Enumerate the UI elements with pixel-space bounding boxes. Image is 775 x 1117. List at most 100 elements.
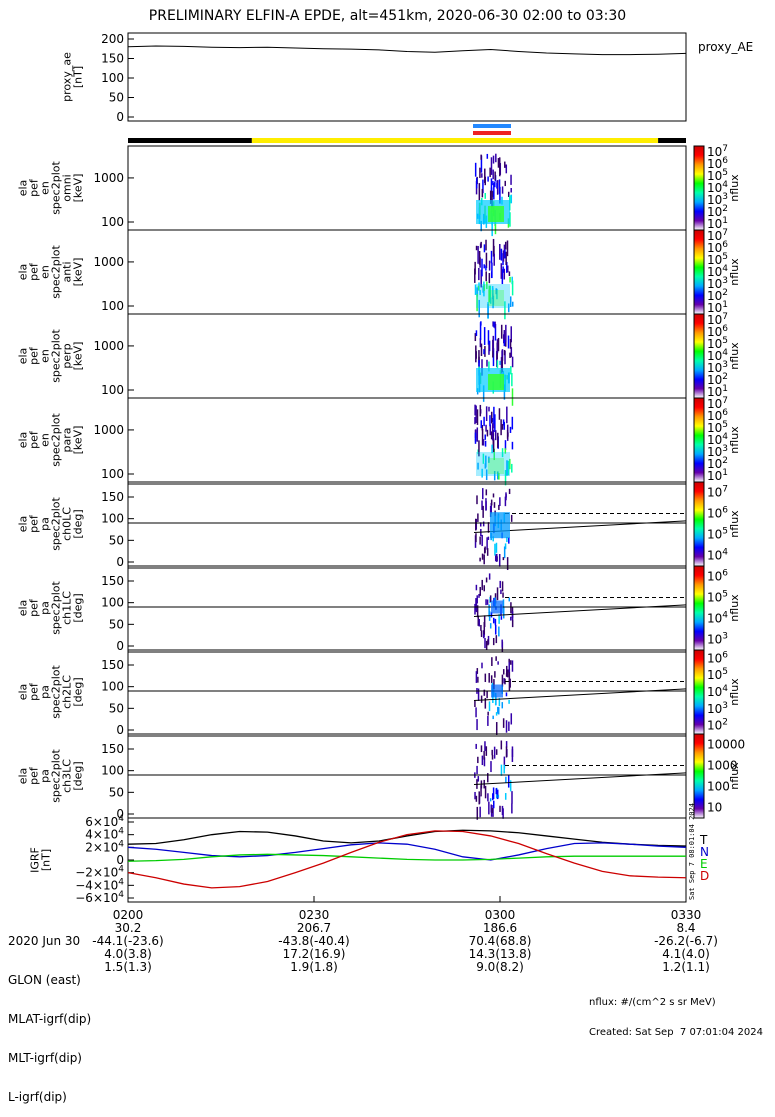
pa-ch2-datum: [509, 678, 511, 688]
side-stamp: Sat Sep 7 08:01:04 2024: [688, 803, 696, 900]
pa-ch0-datum: [487, 536, 490, 540]
spec-anti-ylabel-line: spec2plot: [50, 245, 63, 299]
igrf-ytick-label: −6×104: [75, 890, 124, 905]
pa-ch0-datum: [494, 553, 497, 562]
pa-ch2-datum: [495, 722, 498, 736]
pa-ch2-datum: [505, 692, 508, 697]
pa-ch1-datum: [492, 638, 495, 646]
pa-ch3-datum: [475, 795, 478, 802]
pa-ch1-cb-title-g: nflux: [728, 594, 741, 622]
pa-ch2-datum: [492, 692, 494, 703]
pa-ch1-datum: [502, 607, 505, 619]
pa-ch1-ylabel-line: pa: [39, 601, 52, 615]
spec-anti-datum: [479, 289, 481, 295]
igrf-legend-N: N: [700, 845, 709, 859]
pa-ch1-datum: [502, 592, 504, 598]
pa-ch2-datum: [484, 698, 487, 709]
pa-ch2-ylabel-line: ch2LC: [61, 675, 74, 709]
pa-ch1-cb-title: nflux: [728, 594, 741, 622]
pa-ch1-datum: [501, 639, 503, 648]
spec-perp-datum: [510, 366, 512, 375]
pa-ch1-datum: [487, 639, 489, 646]
spec-anti-datum: [485, 252, 488, 269]
pa-ch1-datum: [488, 573, 491, 580]
footer-times-value: 0230: [298, 908, 330, 922]
spec-anti-cb-tick: 107: [707, 228, 728, 243]
created-stamp: Created: Sat Sep 7 07:01:04 2024: [589, 1027, 763, 1038]
pa-ch0-ytick-label: 50: [109, 533, 124, 547]
spec-omni-datum: [501, 186, 504, 194]
units-note: nflux: #/(cm^2 s sr MeV) Created: Sat Se…: [589, 978, 763, 1048]
spec-perp-datum: [481, 359, 483, 376]
spec-perp-datum: [492, 335, 495, 352]
pa-ch1-datum: [495, 635, 498, 644]
spec-anti-datum: [478, 251, 481, 265]
pa-ch3-datum: [478, 791, 480, 805]
pa-ch0-datum: [481, 500, 483, 511]
pa-ch1-datum: [480, 630, 483, 637]
pa-ch3-datum: [476, 806, 479, 820]
spec-para-cb-title-g: nflux: [728, 426, 741, 454]
pa-ch1-ylabel-line: spec2plot: [50, 581, 63, 635]
pa-ch1-ylabel-line: ch1LC: [61, 591, 74, 625]
footer-mlat-value: -43.8(-40.4): [278, 934, 350, 948]
footer-mlat-value: -26.2(-6.7): [654, 934, 718, 948]
pa-ch0-datum: [482, 521, 485, 527]
spec-omni-ylabel-line: omni: [61, 174, 74, 201]
pa-ch1-datum: [511, 619, 514, 628]
spec-anti-datum: [504, 241, 507, 250]
spec-omni-datum: [494, 221, 497, 235]
pa-ch3-datum: [505, 776, 507, 783]
spec-anti-datum: [501, 269, 504, 285]
pa-ch1-datum: [488, 604, 490, 617]
spec-anti-datum: [493, 245, 495, 256]
spec-perp-frame: [127, 313, 687, 399]
spec-para-datum: [484, 440, 487, 447]
pa-ch2-datum: [510, 713, 513, 725]
spec-omni-ylabel-line: ela: [17, 180, 30, 197]
spec-omni-datum: [480, 155, 483, 173]
pa-ch3-datum: [487, 773, 489, 783]
pa-ch3-datum: [511, 803, 513, 814]
proxy-ae-ylabel-line: [nT]: [72, 66, 85, 88]
pa-ch2-datum: [497, 706, 499, 714]
pa-ch3-colorbar: [693, 733, 705, 819]
pa-ch3-datum: [489, 798, 492, 802]
pa-ch0-datum: [498, 554, 501, 567]
spec-anti-cb-tick: 101: [707, 300, 728, 315]
pa-ch3-cb-tick: 10000: [707, 738, 745, 752]
spec-para-core-hot: [488, 458, 504, 474]
spec-omni-datum: [480, 220, 482, 232]
pa-ch0-datum: [506, 536, 508, 543]
spec-perp-datum: [501, 356, 503, 372]
pa-ch0-datum: [492, 536, 494, 542]
footer-glon-value: 186.6: [482, 921, 518, 935]
spec-anti-datum: [509, 296, 512, 307]
pa-ch3-cb-tick: 10: [707, 801, 722, 815]
spec-anti-datum: [504, 301, 506, 320]
pa-ch0-datum: [499, 497, 501, 506]
pa-ch0-datum: [502, 557, 505, 561]
pa-ch1-datum: [478, 593, 480, 598]
spec-para-datum: [477, 462, 479, 470]
spec-omni-cb-tick: 105: [707, 168, 728, 183]
pa-ch3-datum: [474, 791, 476, 800]
pa-ch1-datum: [496, 587, 499, 601]
spec-para-ylabel-line: ela: [17, 432, 30, 449]
pa-ch0-datum: [490, 499, 493, 506]
spec-para-datum: [476, 427, 479, 442]
spec-para-datum: [474, 417, 476, 425]
pa-ch2-cb-tick: 104: [707, 684, 728, 699]
spec-omni-datum: [484, 192, 487, 199]
pa-ch0-cb-tick: 107: [707, 485, 728, 500]
spec-anti-datum: [488, 273, 491, 284]
spec-para-ylabel-line: para: [61, 428, 74, 453]
spec-omni-datum: [490, 187, 493, 193]
pa-ch2-ylabel-line: spec2plot: [50, 665, 63, 719]
pa-ch0-datum: [495, 542, 498, 553]
pa-ch2-datum: [480, 695, 483, 703]
spec-perp-datum: [507, 335, 510, 349]
spec-para-cb-tick: 107: [707, 396, 728, 411]
pa-ch0-datum: [494, 543, 496, 556]
spec-omni-cb-tick: 104: [707, 180, 728, 195]
